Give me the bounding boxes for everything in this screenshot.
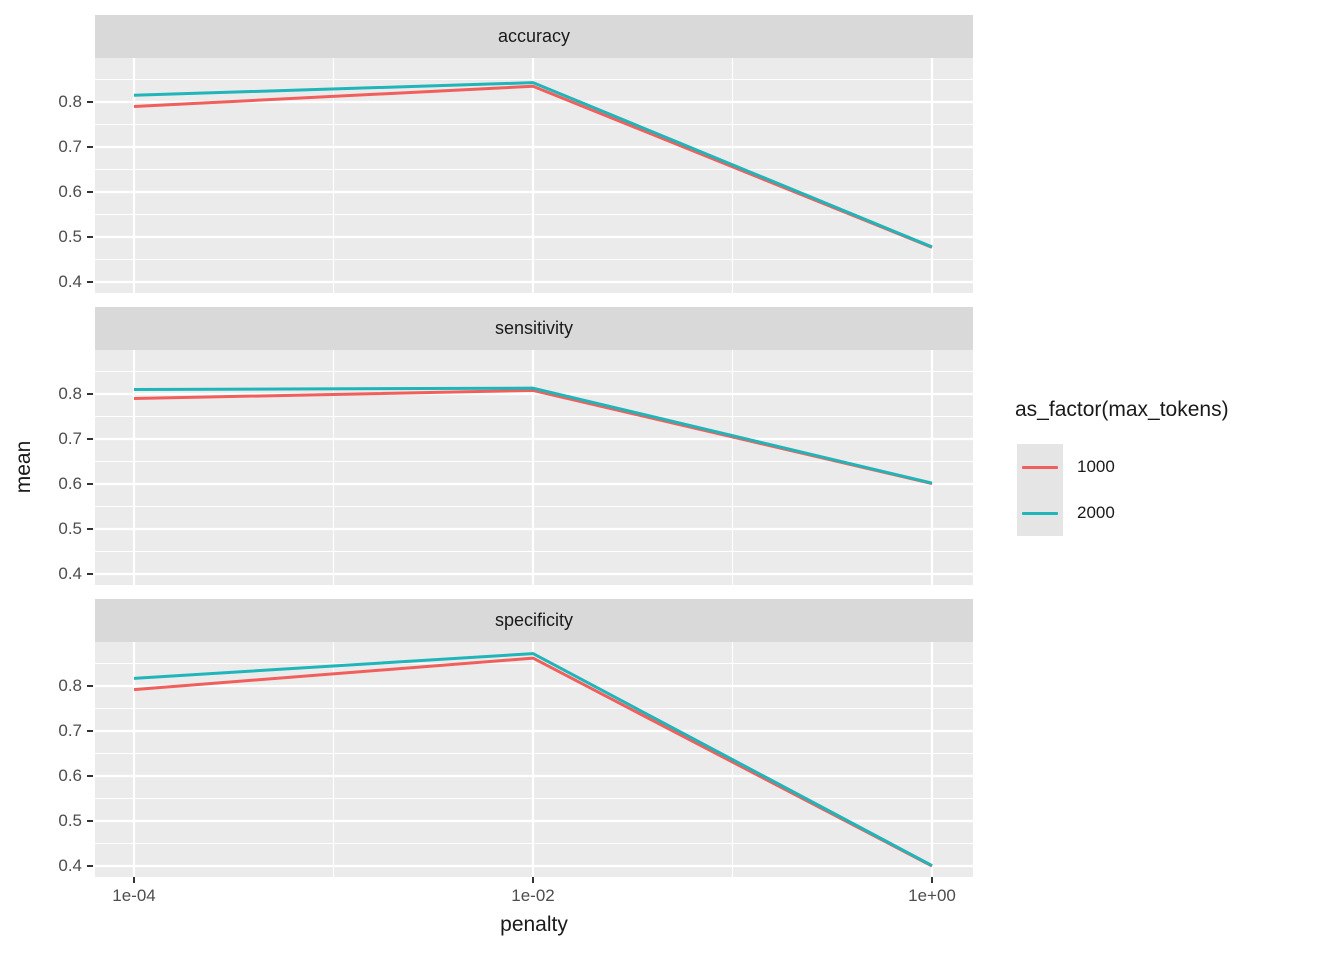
y-tick-label: 0.4: [58, 272, 82, 291]
y-tick-mark: [87, 146, 93, 148]
legend-line-sample-2000: [1022, 511, 1058, 515]
x-tick-label-1e-04: 1e-04: [112, 886, 156, 905]
facet-panel-sensitivity: [95, 350, 973, 585]
line-accuracy-2000: [133, 81, 933, 249]
y-tick-mark: [87, 393, 93, 395]
legend-label-1000: 1000: [1077, 457, 1115, 476]
accuracy-plot-area: [95, 58, 973, 293]
line-sensitivity-2000: [133, 386, 933, 485]
x-axis-title: penalty: [500, 913, 568, 936]
facet-panel-accuracy: [95, 58, 973, 293]
y-tick-mark: [87, 483, 93, 485]
legend-label-2000: 2000: [1077, 503, 1115, 522]
y-tick-mark: [87, 865, 93, 867]
y-tick-mark: [87, 191, 93, 193]
legend-entry-1000: 1000: [1012, 444, 1332, 490]
facet-panel-specificity: [95, 642, 973, 877]
y-tick-label: 0.4: [58, 856, 82, 875]
specificity-plot-area: [95, 642, 973, 877]
y-tick-mark: [87, 528, 93, 530]
legend-title: as_factor(max_tokens): [1015, 398, 1229, 421]
facet-strip-specificity: specificity: [95, 599, 973, 642]
line-specificity-1000: [133, 656, 933, 868]
line-specificity-2000: [133, 652, 933, 867]
x-tick-label-1e-02: 1e-02: [511, 886, 555, 905]
y-tick-mark: [87, 820, 93, 822]
y-tick-label: 0.4: [58, 564, 82, 583]
sensitivity-plot-area: [95, 350, 973, 585]
y-tick-mark: [87, 281, 93, 283]
y-tick-label: 0.8: [58, 384, 82, 403]
y-tick-label: 0.7: [58, 137, 82, 156]
facet-strip-sensitivity: sensitivity: [95, 307, 973, 350]
legend: as_factor(max_tokens) 1000 2000: [1012, 398, 1332, 536]
y-tick-label: 0.8: [58, 676, 82, 695]
y-tick-label: 0.6: [58, 474, 82, 493]
y-tick-mark: [87, 685, 93, 687]
y-tick-mark: [87, 236, 93, 238]
y-tick-mark: [87, 573, 93, 575]
y-tick-label: 0.5: [58, 519, 82, 538]
legend-entry-2000: 2000: [1012, 490, 1332, 536]
y-tick-label: 0.6: [58, 766, 82, 785]
y-tick-mark: [87, 730, 93, 732]
y-tick-label: 0.7: [58, 429, 82, 448]
y-tick-label: 0.6: [58, 182, 82, 201]
legend-line-sample-1000: [1022, 465, 1058, 469]
legend-key-background: [1017, 444, 1063, 536]
y-tick-label: 0.5: [58, 227, 82, 246]
x-tick-mark: [532, 877, 534, 883]
y-tick-label: 0.8: [58, 92, 82, 111]
y-tick-mark: [87, 101, 93, 103]
y-tick-mark: [87, 775, 93, 777]
legend-keys: 1000 2000: [1012, 444, 1332, 536]
y-tick-label: 0.7: [58, 721, 82, 740]
x-tick-mark: [133, 877, 135, 883]
y-tick-label: 0.5: [58, 811, 82, 830]
y-tick-mark: [87, 438, 93, 440]
x-tick-label-1e+00: 1e+00: [908, 886, 956, 905]
facet-strip-accuracy: accuracy: [95, 15, 973, 58]
x-tick-mark: [931, 877, 933, 883]
